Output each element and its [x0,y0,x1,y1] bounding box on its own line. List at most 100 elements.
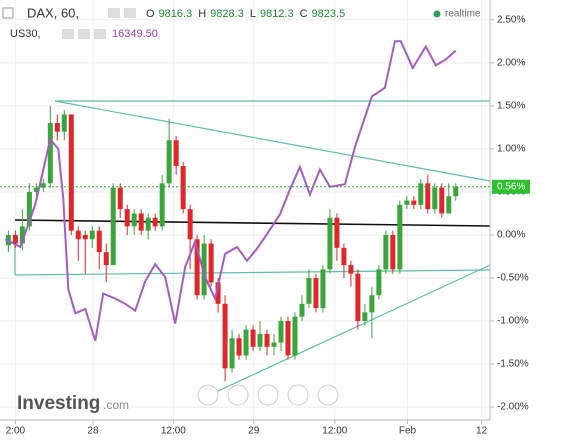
candle-body [362,312,368,322]
candle-body [19,226,25,244]
candle-body [75,230,81,240]
candle-body [229,338,235,369]
scroll-button[interactable] [317,384,339,406]
zoom-in-button[interactable] [287,384,309,406]
trend-line [54,100,491,182]
zoom-out-button[interactable] [227,384,249,406]
icon[interactable] [62,29,74,39]
candle-body [124,209,130,227]
candle-body [110,187,116,266]
candle-body [138,213,144,231]
candle-body [278,321,284,343]
ohlc-label: L [250,8,256,20]
candle-body [222,303,228,369]
icon[interactable] [94,29,106,39]
ohlc-label: C [300,8,308,20]
ohlc-value: 9812.3 [260,8,294,20]
ohlc-value: 9816.3 [159,8,193,20]
candle-body [411,200,417,205]
icon[interactable] [78,29,90,39]
candle-body [201,243,207,296]
y-tick-label: -0.50% [497,273,529,284]
candle-body [152,217,158,227]
candle-body [250,329,256,347]
candle-body [306,277,312,304]
x-tick-label: 12 [476,426,488,437]
x-tick-label: 12:00 [161,426,186,437]
y-tick-label: 0.00% [497,230,525,241]
x-tick-label: 28 [87,426,99,437]
candle-body [68,114,74,231]
y-tick-label: 2.00% [497,57,525,68]
icon[interactable] [108,8,120,18]
candle-body [425,183,431,210]
y-tick-label: 2.50% [497,14,525,25]
candle-body [40,183,46,188]
candle-body [299,303,305,317]
candle-body [47,123,53,184]
candle-body [215,282,221,304]
candle-body [89,230,95,240]
candle-body [145,217,151,231]
x-tick-label: 12:00 [322,426,347,437]
icon[interactable] [124,8,136,18]
ohlc-label: H [198,8,206,20]
logo: Investing [17,393,100,414]
candle-body [96,230,102,253]
candle-body [61,114,67,132]
reset-button[interactable] [257,384,279,406]
collapse-icon[interactable] [2,7,14,19]
candle-body [453,186,459,197]
candle-body [103,252,109,266]
logo-suffix: .com [103,398,129,412]
candle-body [390,234,396,270]
overlay-line [4,40,457,342]
candle-body [369,295,375,313]
candle-body [166,140,172,184]
candle-body [117,187,123,210]
candle-body [208,243,214,283]
grid [0,0,490,420]
candle-body [257,333,263,347]
candle-body [341,247,347,266]
candle-body [243,329,249,356]
status: realtime [445,9,481,20]
candle-body [26,191,32,227]
x-tick-label: Feb [399,426,417,437]
candles [5,105,459,382]
last-price-box [492,179,530,194]
candle-body [236,338,242,356]
ohlc-value: 9823.5 [312,8,346,20]
candle-body [173,140,179,167]
candle-body [432,187,438,210]
ohlc-label: O [146,8,155,20]
zoom-controls [197,384,339,406]
candle-body [33,187,39,192]
candle-body [327,217,333,270]
candle-body [54,123,60,132]
candle-body [418,183,424,205]
y-tick-label: 1.00% [497,144,525,155]
zoom-button[interactable] [197,384,219,406]
status-dot [433,10,441,18]
ohlc-legend: O 9816.3 H 9828.3 L 9812.3 C 9823.5 [146,8,345,20]
candle-body [397,204,403,270]
candle-body [285,321,291,356]
candle-body [271,342,277,347]
candle-body [82,234,88,240]
candle-body [313,277,319,309]
candle-body [334,217,340,248]
candle-body [292,316,298,356]
y-tick-label: 1.50% [497,101,525,112]
y-tick-label: -1.00% [497,316,529,327]
candle-body [446,196,452,214]
candle-body [12,234,18,244]
candle-body [404,200,410,205]
candle-body [355,273,361,322]
symbol: DAX, 60, [27,5,79,20]
axes: 2.50%2.00%1.50%1.00%0.50%0.00%-0.50%-1.0… [0,14,530,437]
overlay [4,40,457,342]
candle-body [348,265,354,274]
candle-body [194,239,200,296]
